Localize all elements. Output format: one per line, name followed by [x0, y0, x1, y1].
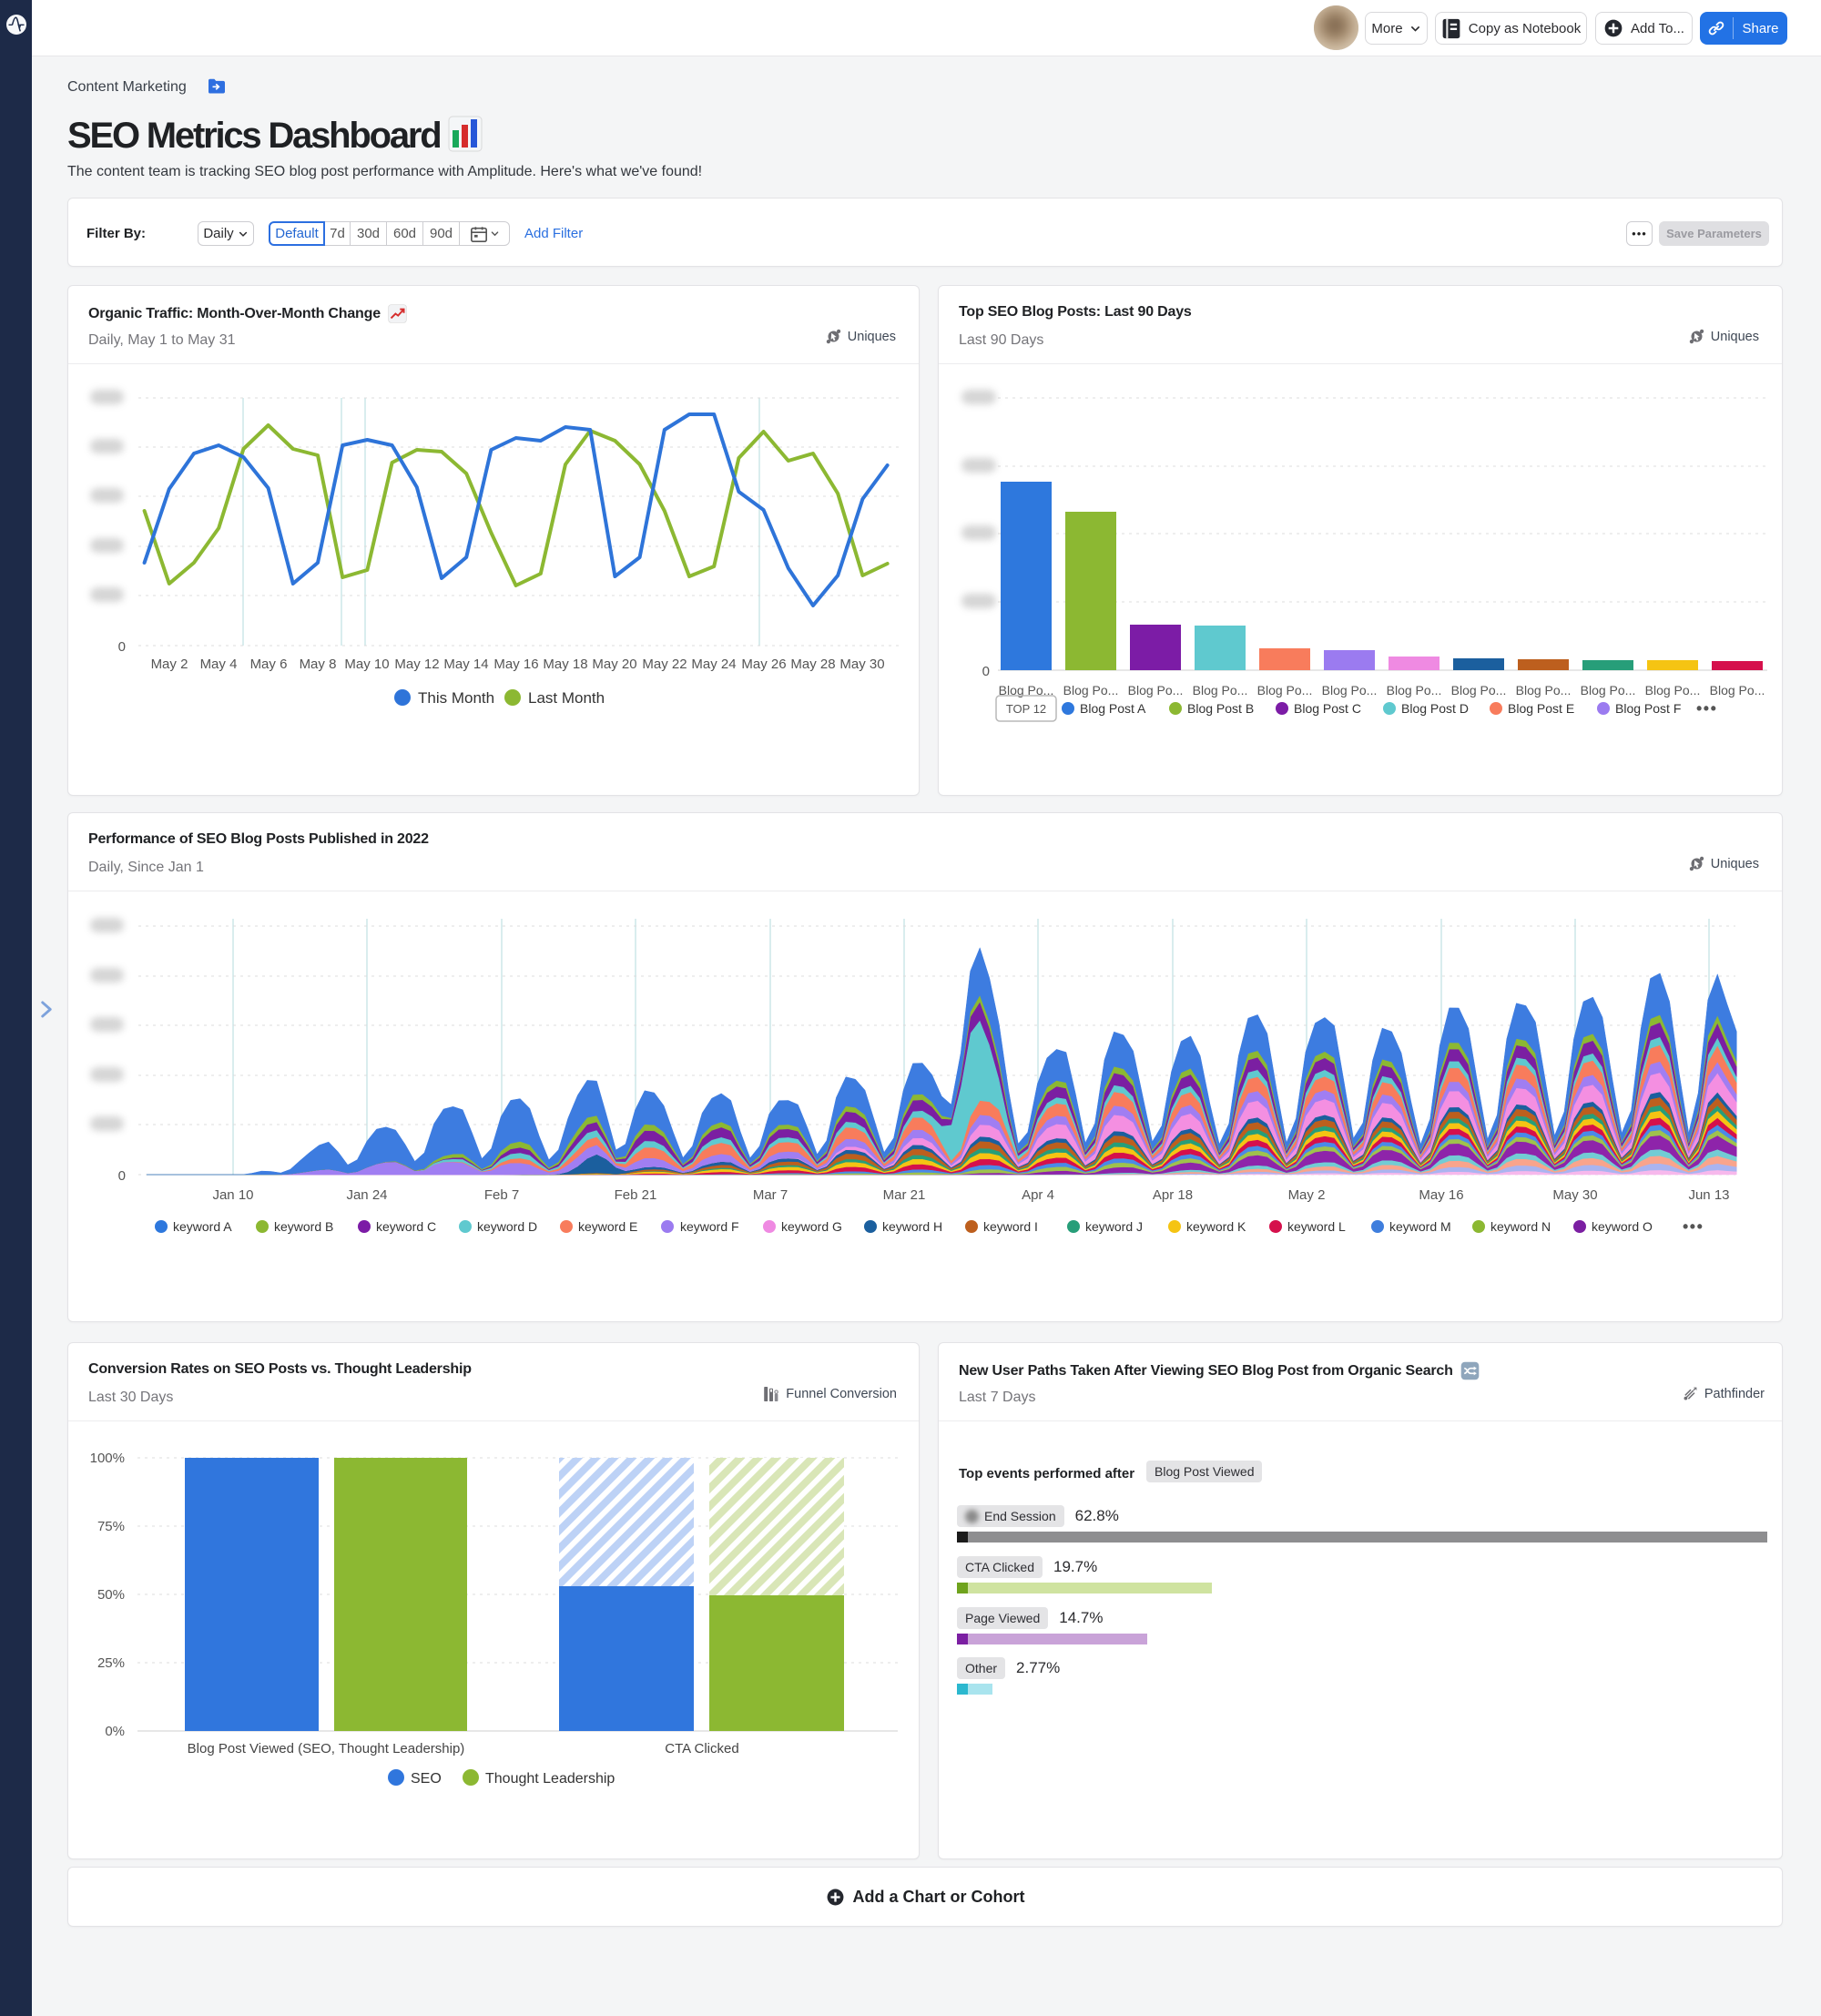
svg-text:Feb 21: Feb 21 — [615, 1187, 657, 1203]
svg-text:Blog Po...: Blog Po... — [1063, 683, 1119, 697]
svg-text:Feb 7: Feb 7 — [484, 1187, 519, 1203]
svg-text:•••: ••• — [1696, 699, 1717, 718]
svg-text:May 2: May 2 — [151, 657, 188, 672]
svg-text:keyword M: keyword M — [1389, 1219, 1451, 1234]
svg-text:Apr 18: Apr 18 — [1153, 1187, 1193, 1203]
svg-text:50%: 50% — [97, 1587, 125, 1603]
svg-text:TOP 12: TOP 12 — [1006, 702, 1046, 716]
svg-text:25%: 25% — [97, 1655, 125, 1671]
svg-text:keyword F: keyword F — [680, 1219, 739, 1234]
svg-text:SEO: SEO — [411, 1771, 442, 1787]
svg-text:keyword I: keyword I — [983, 1219, 1038, 1234]
svg-text:0: 0 — [982, 664, 990, 679]
svg-text:Blog Po...: Blog Po... — [1645, 683, 1701, 697]
svg-text:keyword K: keyword K — [1186, 1219, 1246, 1234]
svg-text:May 28: May 28 — [790, 657, 835, 672]
svg-text:Jan 24: Jan 24 — [346, 1187, 387, 1203]
svg-text:keyword E: keyword E — [578, 1219, 637, 1234]
svg-text:Thought Leadership: Thought Leadership — [485, 1771, 615, 1787]
svg-text:May 16: May 16 — [493, 657, 538, 672]
svg-text:May 22: May 22 — [642, 657, 687, 672]
svg-text:keyword O: keyword O — [1592, 1219, 1653, 1234]
svg-text:Blog Po...: Blog Po... — [1257, 683, 1313, 697]
svg-text:keyword B: keyword B — [274, 1219, 333, 1234]
svg-text:Blog Post Viewed (SEO, Thought: Blog Post Viewed (SEO, Thought Leadershi… — [188, 1741, 465, 1756]
svg-text:May 26: May 26 — [741, 657, 786, 672]
svg-text:keyword G: keyword G — [781, 1219, 842, 1234]
svg-text:0%: 0% — [105, 1724, 125, 1739]
svg-text:May 10: May 10 — [344, 657, 389, 672]
svg-text:May 20: May 20 — [592, 657, 636, 672]
svg-text:•••: ••• — [1683, 1217, 1704, 1236]
svg-text:May 12: May 12 — [394, 657, 439, 672]
svg-text:May 14: May 14 — [443, 657, 488, 672]
svg-text:0: 0 — [118, 1168, 126, 1184]
svg-text:Blog Post C: Blog Post C — [1294, 701, 1361, 716]
svg-text:May 6: May 6 — [250, 657, 288, 672]
svg-text:Last Month: Last Month — [528, 689, 605, 707]
svg-text:Blog Po...: Blog Po... — [1322, 683, 1378, 697]
svg-text:Apr 4: Apr 4 — [1022, 1187, 1054, 1203]
svg-text:Blog Po...: Blog Po... — [1193, 683, 1248, 697]
svg-text:0: 0 — [118, 639, 126, 655]
svg-text:Jan 10: Jan 10 — [212, 1187, 253, 1203]
svg-text:keyword C: keyword C — [376, 1219, 436, 1234]
svg-text:Mar 21: Mar 21 — [883, 1187, 926, 1203]
svg-text:Blog Post B: Blog Post B — [1187, 701, 1254, 716]
svg-text:keyword H: keyword H — [882, 1219, 942, 1234]
svg-text:May 30: May 30 — [1552, 1187, 1597, 1203]
svg-text:Blog Post D: Blog Post D — [1401, 701, 1469, 716]
svg-text:keyword L: keyword L — [1287, 1219, 1346, 1234]
svg-text:Blog Po...: Blog Po... — [1581, 683, 1636, 697]
svg-text:75%: 75% — [97, 1519, 125, 1534]
svg-text:Blog Post E: Blog Post E — [1508, 701, 1574, 716]
svg-text:This Month: This Month — [418, 689, 494, 707]
svg-text:Mar 7: Mar 7 — [753, 1187, 788, 1203]
svg-text:May 16: May 16 — [1419, 1187, 1463, 1203]
svg-text:CTA Clicked: CTA Clicked — [665, 1741, 738, 1756]
svg-text:May 18: May 18 — [543, 657, 587, 672]
svg-text:Blog Po...: Blog Po... — [1128, 683, 1184, 697]
svg-text:Blog Po...: Blog Po... — [999, 683, 1054, 697]
svg-text:May 30: May 30 — [839, 657, 884, 672]
svg-text:Blog Po...: Blog Po... — [1710, 683, 1765, 697]
svg-text:Blog Post F: Blog Post F — [1615, 701, 1681, 716]
svg-text:May 24: May 24 — [691, 657, 736, 672]
svg-text:100%: 100% — [90, 1451, 125, 1466]
svg-text:keyword A: keyword A — [173, 1219, 232, 1234]
svg-text:Blog Post A: Blog Post A — [1080, 701, 1146, 716]
svg-text:Jun 13: Jun 13 — [1688, 1187, 1729, 1203]
svg-text:May 8: May 8 — [300, 657, 337, 672]
svg-text:keyword J: keyword J — [1085, 1219, 1143, 1234]
svg-text:keyword N: keyword N — [1490, 1219, 1551, 1234]
svg-text:May 4: May 4 — [200, 657, 238, 672]
svg-text:Blog Po...: Blog Po... — [1516, 683, 1572, 697]
svg-text:May 2: May 2 — [1288, 1187, 1326, 1203]
svg-text:keyword D: keyword D — [477, 1219, 537, 1234]
svg-text:Blog Po...: Blog Po... — [1451, 683, 1507, 697]
svg-text:Blog Po...: Blog Po... — [1387, 683, 1442, 697]
